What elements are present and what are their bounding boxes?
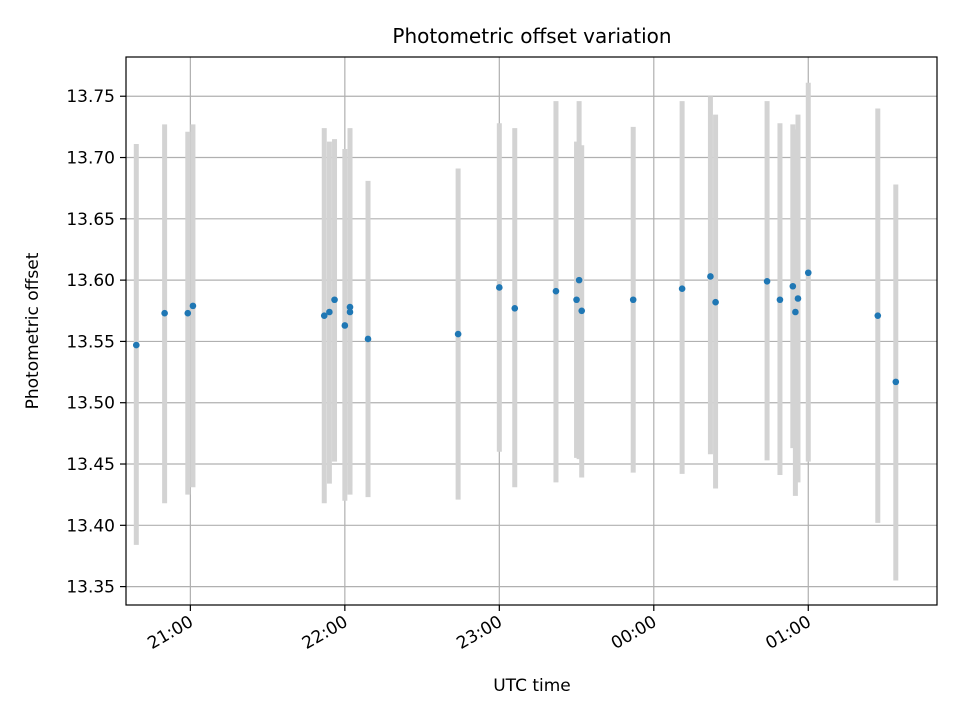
data-point [573,296,580,304]
data-point [189,302,197,310]
y-tick-label: 13.55 [66,332,115,352]
data-point [161,309,168,317]
y-tick-label: 13.50 [66,394,115,414]
data-point [789,282,797,290]
y-tick-label: 13.60 [66,271,115,291]
data-point [804,269,812,277]
data-point [364,335,372,343]
data-point [874,312,882,319]
y-axis-label: Photometric offset [23,252,43,409]
data-point [496,284,503,291]
data-point [575,276,583,284]
chart-title: Photometric offset variation [392,24,671,48]
data-point [794,295,802,302]
data-point [892,378,900,386]
y-tick-label: 13.40 [66,516,115,536]
data-point [326,308,333,316]
data-point [792,308,799,316]
data-point [511,305,519,312]
y-tick-label: 13.35 [66,578,115,598]
data-point [629,296,637,304]
data-point [346,303,354,311]
data-point [331,296,338,304]
y-tick-label: 13.45 [66,455,115,475]
y-tick-label: 13.65 [66,210,115,230]
data-point [132,341,140,349]
data-point [346,308,354,316]
data-point [776,296,784,304]
data-point [454,330,462,338]
data-point [552,287,560,295]
data-points [132,269,900,386]
data-point [341,322,349,329]
data-point [184,309,192,317]
y-tick-label: 13.70 [66,149,115,169]
data-point [578,307,586,315]
data-point [678,285,686,293]
plot-frame [125,56,938,606]
data-point [320,312,328,319]
x-axis-label: UTC time [493,676,571,696]
data-point [712,298,719,306]
data-point [707,273,714,280]
data-point [763,278,771,285]
y-tick-label: 13.75 [66,87,115,107]
